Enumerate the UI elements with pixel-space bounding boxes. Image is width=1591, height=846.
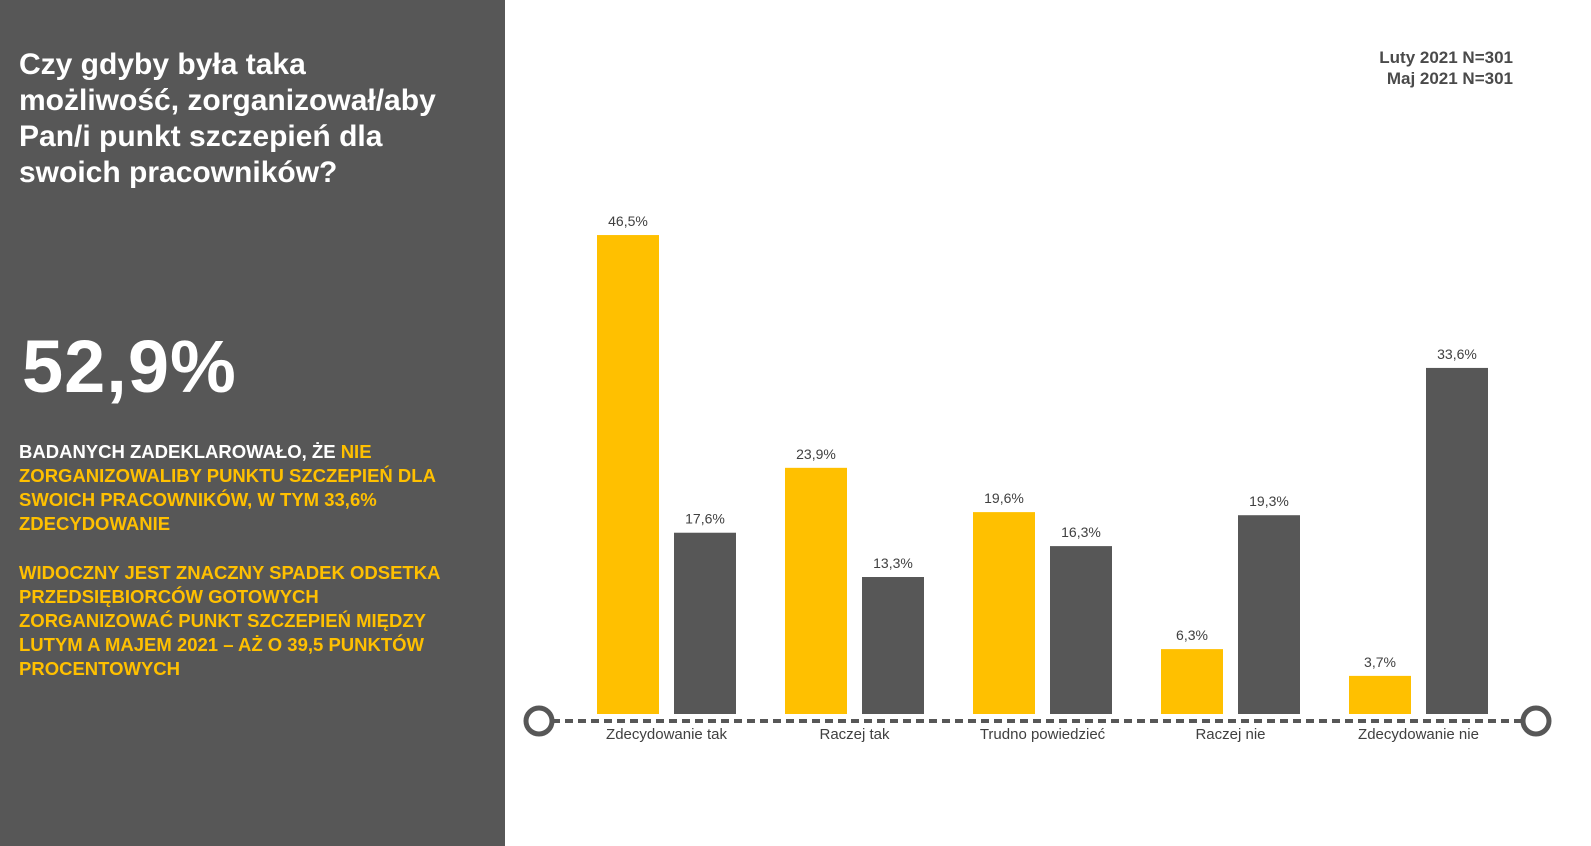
value-label-luty-1: 23,9% [796,446,836,462]
value-label-maj-2: 16,3% [1061,524,1101,540]
summary-note-highlight: NIE ZORGANIZOWALIBY PUNKTU SZCZEPIEŃ DLA… [19,441,436,534]
bars-group: 46,5% 17,6% 23,9% 13,3% 19,6% 16,3% 6,3% 19,3% 3… [597,213,1488,715]
bar-luty-0 [597,235,659,715]
bar-luty-2 [973,512,1035,714]
summary-note-prefix: BADANYCH ZADEKLAROWAŁO, ŻE [19,441,341,462]
left-panel: Czy gdyby była taka możliwość, zorganizo… [0,0,505,846]
bar-maj-4 [1426,367,1488,714]
category-label-0: Zdecydowanie tak [606,726,727,743]
value-label-maj-0: 17,6% [685,511,725,527]
bar-chart: 46,5% 17,6% 23,9% 13,3% 19,6% 16,3% 6,3% 19,3% 3… [523,213,1552,743]
legend: Luty 2021 N=301 Maj 2021 N=301 [1379,47,1513,89]
value-label-maj-3: 19,3% [1249,493,1289,509]
axis-start-circle-icon [523,705,555,737]
bar-maj-2 [1050,546,1112,714]
category-label-3: Raczej nie [1195,726,1265,743]
legend-entry-maj: Maj 2021 N=301 [1386,69,1513,88]
summary-note: BADANYCH ZADEKLAROWAŁO, ŻE NIE ZORGANIZO… [19,440,449,536]
value-label-luty-2: 19,6% [984,490,1024,506]
category-label-2: Trudno powiedzieć [980,726,1106,743]
bar-maj-1 [862,577,924,714]
category-label-1: Raczej tak [819,726,890,743]
value-label-luty-4: 3,7% [1364,654,1396,670]
bar-luty-1 [785,467,847,714]
value-label-maj-4: 33,6% [1437,346,1477,362]
question-title: Czy gdyby była taka możliwość, zorganizo… [19,48,436,189]
bar-maj-0 [674,532,736,714]
axis-group: Zdecydowanie tak Raczej tak Trudno powiedz… [523,705,1552,743]
legend-entry-luty: Luty 2021 N=301 [1379,48,1513,67]
category-label-4: Zdecydowanie nie [1358,726,1479,743]
trend-note: WIDOCZNY JEST ZNACZNY SPADEK ODSETKA PRZ… [19,562,440,679]
axis-end-circle-icon [1520,705,1552,737]
bar-maj-3 [1238,515,1300,714]
bar-luty-3 [1161,649,1223,714]
value-label-maj-1: 13,3% [873,555,913,571]
value-label-luty-0: 46,5% [608,213,648,229]
headline-percent: 52,9% [22,325,237,408]
value-label-luty-3: 6,3% [1176,627,1208,643]
bar-luty-4 [1349,675,1411,714]
